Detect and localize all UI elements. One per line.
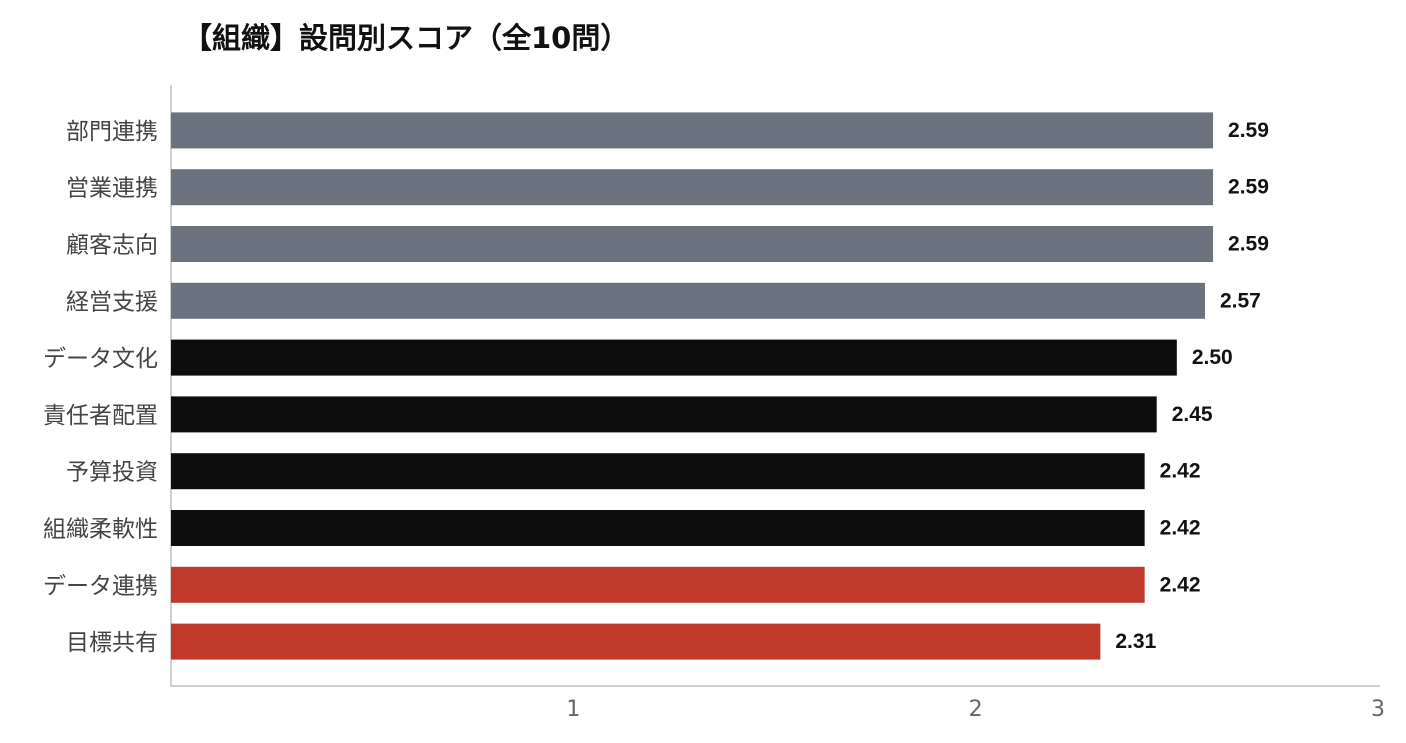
value-label: 2.42: [1160, 460, 1201, 483]
y-tick-label: 責任者配置: [43, 403, 158, 429]
bar: [171, 226, 1214, 262]
value-label: 2.50: [1192, 346, 1233, 369]
bar: [171, 396, 1157, 433]
bar: [171, 453, 1145, 490]
y-tick-label: 顧客志向: [66, 233, 158, 259]
y-tick-label: 部門連携: [66, 119, 158, 145]
x-tick-label: 3: [1371, 697, 1385, 722]
bar: [171, 510, 1145, 546]
y-tick-label: 予算投資: [66, 460, 158, 486]
value-label: 2.31: [1115, 630, 1156, 653]
bar: [171, 623, 1101, 660]
value-label: 2.59: [1228, 119, 1269, 142]
x-tick-label: 2: [969, 697, 983, 722]
y-tick-label: 目標共有: [66, 630, 158, 656]
bar: [171, 339, 1177, 376]
y-tick-label: データ連携: [43, 573, 158, 599]
bar: [171, 112, 1214, 149]
bar: [171, 566, 1145, 603]
chart-title: 【組織】設問別スコア（全10問）: [183, 21, 629, 55]
value-label: 2.42: [1160, 517, 1201, 540]
value-label: 2.59: [1228, 233, 1269, 256]
x-tick-label: 1: [566, 697, 580, 722]
y-tick-label: 組織柔軟性: [43, 517, 158, 543]
y-tick-label: データ文化: [43, 346, 158, 372]
y-tick-label: 営業連携: [66, 176, 158, 202]
value-label: 2.57: [1220, 289, 1261, 312]
bar: [171, 282, 1205, 319]
value-label: 2.59: [1228, 176, 1269, 199]
value-label: 2.42: [1160, 573, 1201, 596]
bar: [171, 169, 1214, 206]
value-label: 2.45: [1172, 403, 1213, 426]
y-tick-label: 経営支援: [66, 289, 158, 315]
